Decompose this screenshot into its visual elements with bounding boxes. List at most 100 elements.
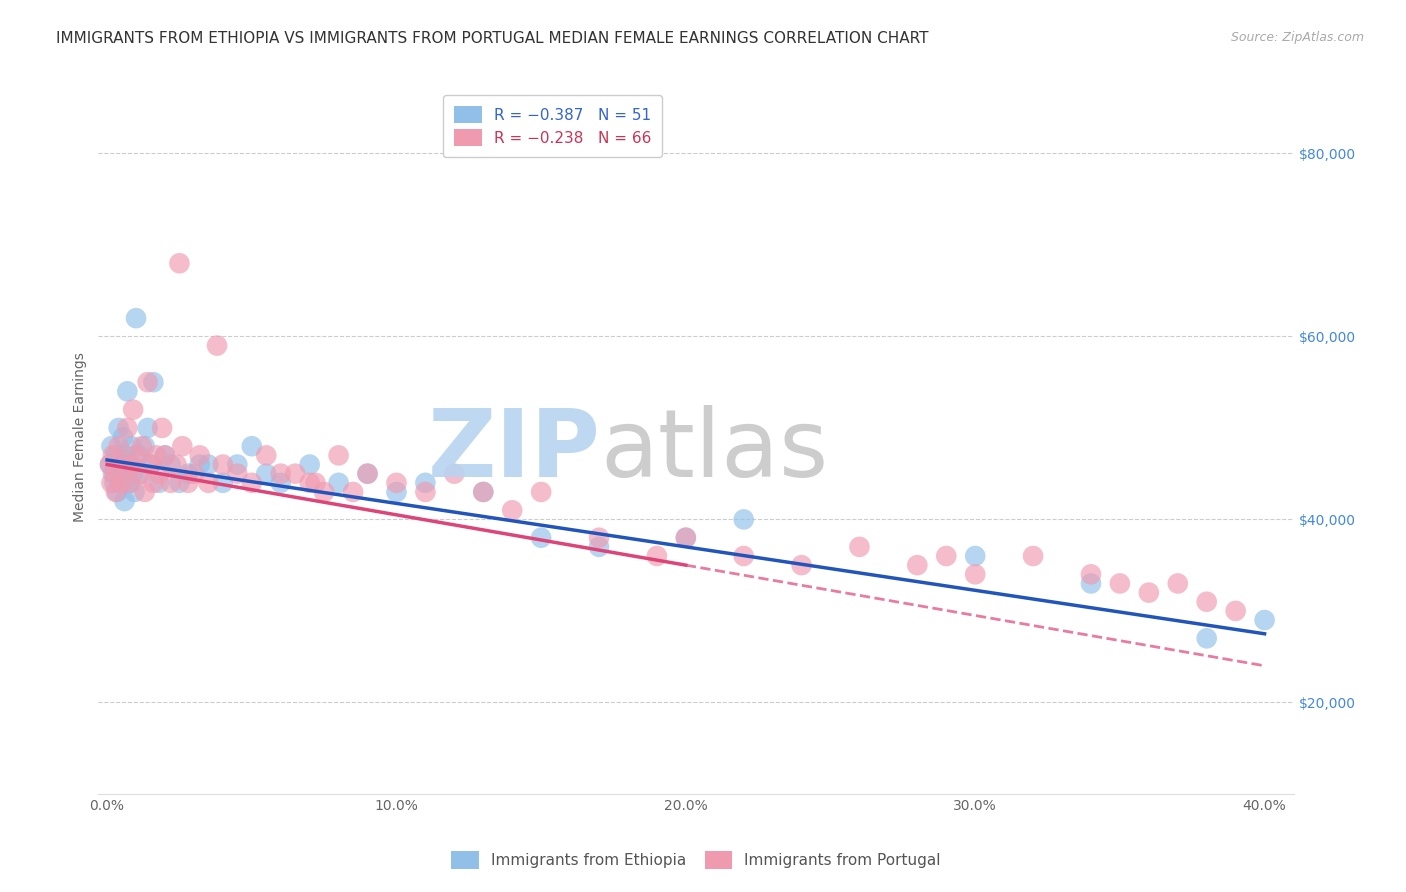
Point [153, 449, 176, 463]
Point [107, 421, 129, 435]
Point [142, 375, 165, 389]
Point [1080, 576, 1102, 591]
Point [148, 467, 170, 481]
Point [645, 549, 668, 563]
Point [328, 449, 350, 463]
Point [675, 531, 697, 545]
Point [356, 467, 378, 481]
Point [270, 467, 292, 481]
Point [107, 439, 129, 453]
Point [134, 485, 156, 500]
Point [139, 458, 162, 472]
Point [197, 458, 219, 472]
Point [254, 449, 277, 463]
Point [240, 439, 263, 453]
Y-axis label: Median Female Earnings: Median Female Earnings [73, 352, 87, 522]
Point [118, 475, 141, 490]
Point [415, 485, 437, 500]
Point [197, 475, 219, 490]
Point [588, 531, 610, 545]
Point [965, 549, 987, 563]
Point [117, 421, 139, 435]
Point [183, 467, 205, 481]
Point [905, 558, 928, 573]
Point [501, 503, 523, 517]
Point [226, 458, 249, 472]
Point [104, 449, 127, 463]
Point [188, 458, 211, 472]
Point [122, 402, 145, 417]
Point [1080, 567, 1102, 582]
Point [530, 485, 553, 500]
Point [530, 531, 553, 545]
Point [136, 421, 159, 435]
Point [1167, 576, 1189, 591]
Point [136, 375, 159, 389]
Point [103, 475, 125, 490]
Point [121, 439, 143, 453]
Point [1195, 632, 1218, 646]
Point [675, 531, 697, 545]
Point [254, 467, 277, 481]
Point [131, 439, 153, 453]
Point [131, 467, 153, 481]
Point [733, 512, 755, 526]
Point [121, 458, 143, 472]
Point [935, 549, 957, 563]
Point [270, 475, 292, 490]
Point [150, 421, 173, 435]
Point [1195, 595, 1218, 609]
Point [124, 485, 146, 500]
Point [172, 439, 194, 453]
Point [125, 449, 148, 463]
Point [472, 485, 495, 500]
Point [142, 475, 165, 490]
Point [98, 458, 121, 472]
Point [98, 458, 121, 472]
Point [103, 467, 125, 481]
Point [415, 475, 437, 490]
Point [104, 485, 127, 500]
Point [159, 475, 181, 490]
Point [314, 485, 336, 500]
Point [128, 449, 150, 463]
Point [100, 439, 122, 453]
Point [284, 467, 307, 481]
Point [110, 458, 132, 472]
Point [169, 256, 191, 270]
Point [100, 475, 122, 490]
Point [120, 458, 142, 472]
Point [101, 449, 124, 463]
Point [148, 475, 170, 490]
Point [298, 458, 321, 472]
Point [790, 558, 813, 573]
Point [733, 549, 755, 563]
Point [1225, 604, 1247, 618]
Point [1253, 613, 1275, 627]
Point [111, 430, 134, 444]
Point [443, 467, 465, 481]
Point [211, 458, 233, 472]
Text: Source: ZipAtlas.com: Source: ZipAtlas.com [1230, 31, 1364, 45]
Text: atlas: atlas [600, 405, 828, 498]
Point [848, 540, 870, 554]
Point [304, 475, 326, 490]
Text: ZIP: ZIP [427, 405, 600, 498]
Point [114, 494, 136, 508]
Point [159, 458, 181, 472]
Point [153, 449, 176, 463]
Point [101, 467, 124, 481]
Point [1137, 585, 1160, 599]
Point [128, 467, 150, 481]
Point [356, 467, 378, 481]
Point [122, 467, 145, 481]
Point [166, 458, 188, 472]
Point [385, 485, 408, 500]
Point [328, 475, 350, 490]
Point [105, 485, 128, 500]
Point [108, 475, 131, 490]
Point [145, 449, 167, 463]
Point [205, 338, 228, 352]
Point [965, 567, 987, 582]
Point [240, 475, 263, 490]
